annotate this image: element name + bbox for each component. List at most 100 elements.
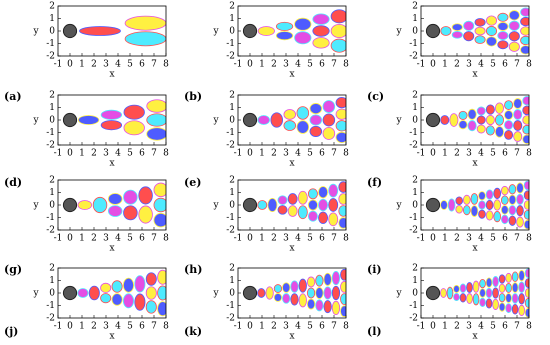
mode-pattern — [77, 99, 166, 141]
mode-blob — [124, 31, 166, 47]
mode-blob — [479, 278, 486, 289]
mode-blob — [282, 282, 291, 293]
x-tick-label: 2 — [91, 234, 97, 244]
x-tick-label: 7 — [151, 149, 157, 159]
mode-blob — [298, 278, 307, 293]
x-tick-label: 6 — [319, 149, 325, 159]
mode-blob — [497, 21, 509, 31]
x-tick-label: 4 — [478, 60, 484, 70]
mode-blob — [504, 100, 514, 110]
x-tick-label: 6 — [319, 234, 325, 244]
mode-blob — [478, 200, 486, 210]
mode-blob — [79, 26, 121, 36]
y-tick-label: -1 — [46, 128, 55, 138]
mode-blob — [518, 269, 525, 282]
mode-blob — [511, 282, 519, 293]
mode-blob — [449, 113, 459, 127]
mode-blob — [500, 195, 509, 205]
mode-blob — [315, 299, 324, 312]
y-tick-label: -2 — [409, 314, 418, 324]
mode-blob — [463, 20, 475, 31]
y-tick-label: 0 — [412, 116, 418, 126]
x-axis-label: x — [109, 244, 114, 254]
y-axis-label: y — [395, 289, 402, 299]
mode-blob — [134, 275, 146, 293]
mode-blob — [146, 127, 166, 141]
mode-blob — [500, 185, 509, 196]
mode-blob — [485, 114, 495, 126]
mode-blob — [157, 285, 166, 301]
panel-label: (e) — [184, 176, 201, 189]
x-tick-label: 0 — [430, 234, 436, 244]
x-tick-label: 4 — [115, 149, 121, 159]
mode-blob — [492, 276, 499, 288]
x-tick-label: 7 — [151, 234, 157, 244]
mode-blob — [459, 283, 467, 293]
x-tick-label: 2 — [91, 149, 97, 159]
x-tick-label: 0 — [67, 60, 73, 70]
x-tick-label: 2 — [454, 60, 460, 70]
mode-blob — [318, 186, 329, 199]
mode-blob — [330, 24, 346, 38]
y-tick-label: 0 — [49, 201, 55, 211]
x-tick-label: 6 — [139, 60, 145, 70]
mode-blob — [315, 287, 324, 299]
y-tick-label: 0 — [229, 116, 235, 126]
x-tick-label: -1 — [417, 60, 426, 70]
mode-blob — [330, 9, 346, 24]
mode-blob — [467, 120, 477, 132]
y-tick-label: 1 — [49, 188, 55, 198]
y-tick-label: -2 — [226, 314, 235, 324]
mode-blob — [340, 293, 346, 305]
mode-blob — [340, 268, 346, 281]
mode-blob — [520, 45, 529, 55]
x-tick-label: 5 — [127, 322, 133, 332]
x-tick-label: 3 — [283, 60, 289, 70]
y-tick-label: 2 — [229, 176, 235, 186]
x-tick-label: 7 — [151, 60, 157, 70]
mode-blob — [479, 297, 486, 308]
mode-blob — [77, 200, 93, 210]
y-tick-label: 0 — [229, 289, 235, 299]
cylinder — [425, 23, 441, 39]
mode-blob — [340, 305, 346, 318]
mode-blob — [522, 105, 529, 116]
mode-blob — [111, 293, 123, 306]
y-tick-label: 2 — [229, 264, 235, 274]
mode-blob — [446, 286, 454, 300]
mode-pattern — [257, 181, 346, 229]
x-tick-label: -1 — [54, 60, 63, 70]
x-axis-label: x — [289, 70, 294, 80]
mode-blob — [513, 98, 523, 109]
x-tick-label: 1 — [442, 60, 448, 70]
x-tick-label: 6 — [139, 322, 145, 332]
mode-blob — [328, 183, 339, 198]
x-tick-label: 2 — [271, 234, 277, 244]
mode-blob — [298, 293, 307, 308]
y-tick-label: 1 — [229, 188, 235, 198]
mode-pattern — [440, 268, 529, 318]
mode-blob — [522, 124, 529, 135]
mode-blob — [451, 23, 463, 32]
x-tick-label: 8 — [343, 149, 349, 159]
mode-blob — [290, 293, 299, 306]
x-tick-label: 5 — [307, 322, 313, 332]
mode-blob — [523, 209, 529, 220]
mode-blob — [505, 272, 512, 283]
mode-blob — [485, 25, 498, 37]
mode-blob — [282, 293, 291, 304]
mode-blob — [322, 126, 336, 140]
x-tick-label: 7 — [331, 149, 337, 159]
mode-blob — [520, 26, 529, 36]
mode-blob — [518, 304, 525, 317]
mode-blob — [523, 180, 529, 191]
x-tick-label: 8 — [526, 234, 532, 244]
y-tick-label: -2 — [46, 226, 55, 236]
mode-blob — [494, 126, 504, 138]
y-tick-label: 2 — [412, 2, 418, 12]
mode-blob — [508, 215, 517, 226]
